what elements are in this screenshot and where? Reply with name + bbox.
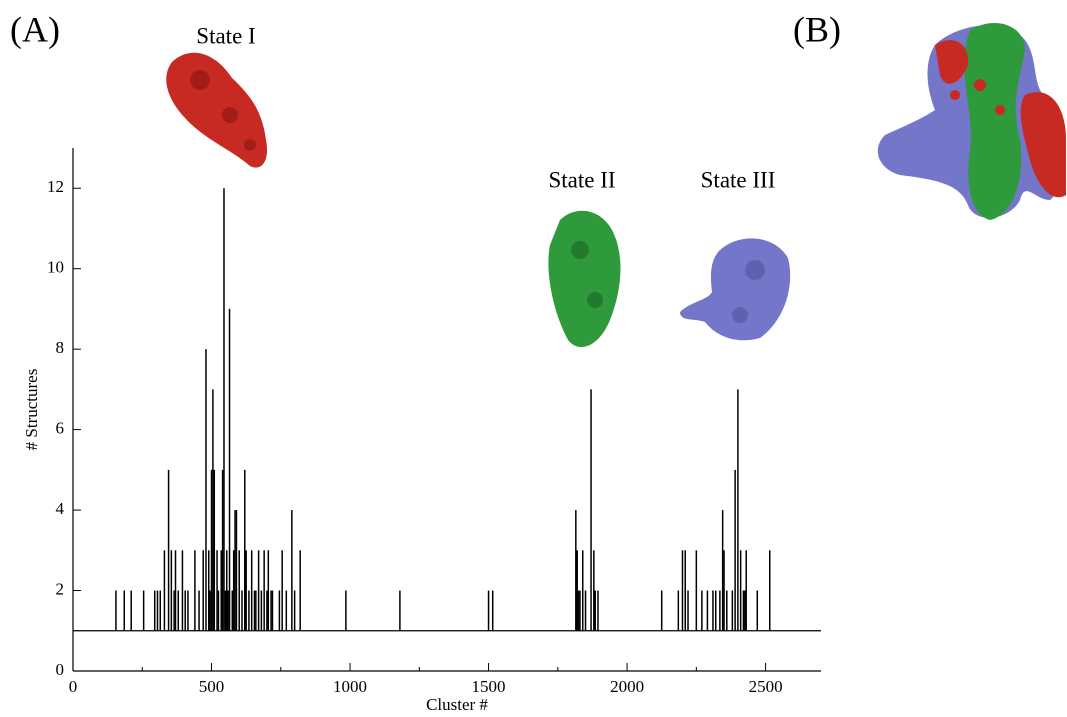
y-tick-label: 2 [56,579,65,598]
state-ii-structure [548,210,621,348]
x-tick-label: 2500 [749,677,783,696]
overlay-structure [877,22,1066,220]
annotation: (A) [10,9,60,49]
state-iii-structure [680,238,791,341]
y-tick-label: 4 [56,499,65,518]
x-tick-label: 2000 [610,677,644,696]
y-tick-label: 0 [56,660,65,679]
annotation: State I [196,23,255,48]
y-tick-label: 12 [47,177,64,196]
x-tick-label: 0 [69,677,78,696]
x-tick-label: 1500 [472,677,506,696]
y-axis-label: # Structures [22,369,41,451]
y-tick-label: 10 [47,258,64,277]
y-tick-label: 8 [56,338,65,357]
state-i-structure [166,52,268,168]
x-tick-label: 500 [199,677,225,696]
annotation: (B) [793,9,841,49]
annotation: State III [701,167,776,192]
x-tick-label: 1000 [333,677,367,696]
y-tick-label: 6 [56,419,65,438]
annotation: State II [548,167,615,192]
x-axis-label: Cluster # [426,695,488,714]
